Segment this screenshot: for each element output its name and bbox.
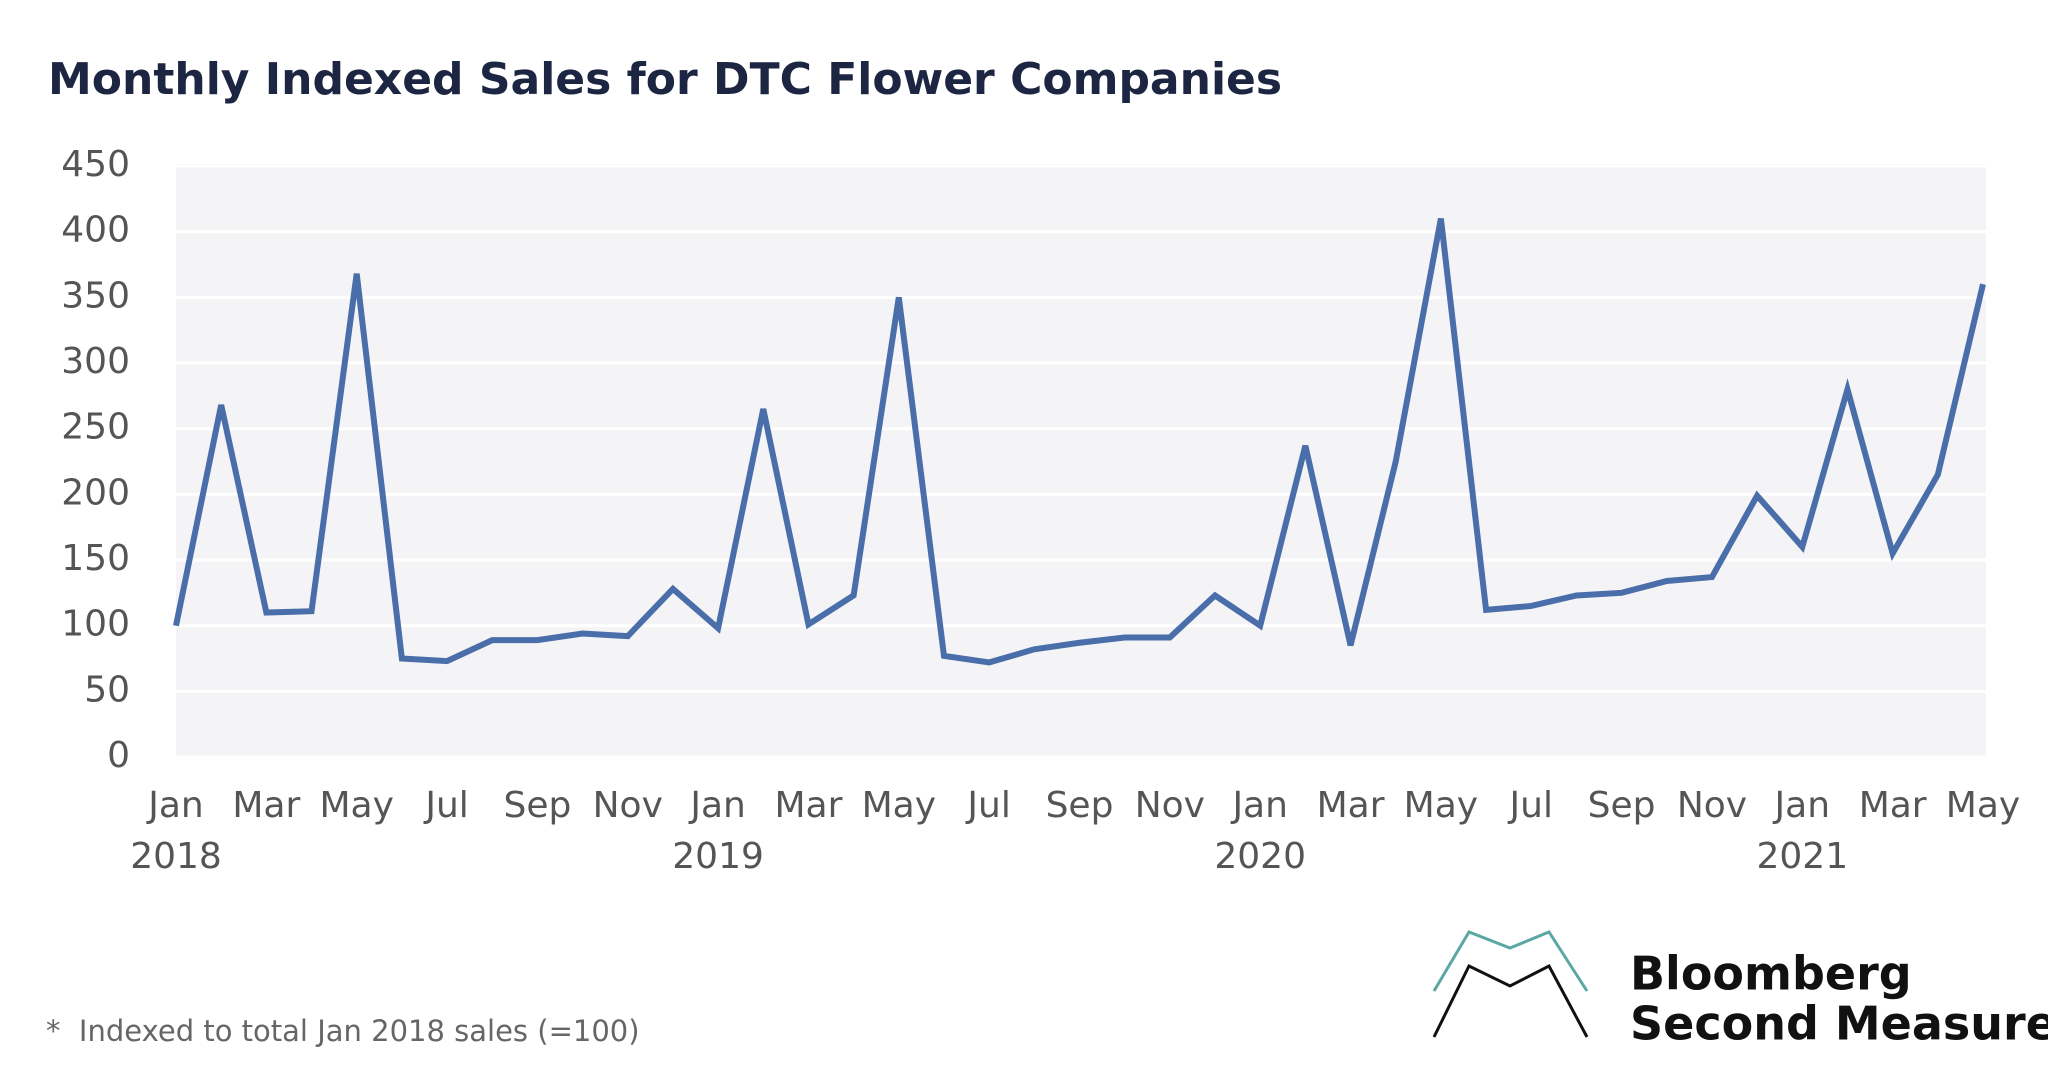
footnote: * Indexed to total Jan 2018 sales (=100) <box>46 1014 640 1048</box>
x-tick-label: Sep <box>1046 785 1114 826</box>
x-tick-label: May <box>862 785 936 826</box>
logo-line-teal <box>1432 930 1589 992</box>
y-tick-label: 200 <box>61 472 130 513</box>
x-tick-label: Jan <box>688 785 746 826</box>
x-tick-label: Jan <box>1230 785 1288 826</box>
x-tick-label: May <box>1404 785 1478 826</box>
x-tick-label: Jan <box>1773 785 1831 826</box>
y-tick-label: 0 <box>107 735 130 776</box>
x-tick-label: Jul <box>965 785 1010 826</box>
x-year-label: 2018 <box>130 836 222 877</box>
y-tick-label: 150 <box>61 538 130 579</box>
x-year-label: 2021 <box>1756 836 1848 877</box>
plot-area <box>176 164 1986 758</box>
logo-line-black <box>1432 963 1589 1038</box>
data-line <box>173 217 1986 666</box>
x-tick-label: May <box>1946 785 2020 826</box>
y-tick-label: 350 <box>61 275 130 316</box>
x-tick-label: Mar <box>1317 785 1385 826</box>
x-tick-label: Jul <box>423 785 468 826</box>
logo-text: Second Measure <box>1630 997 2048 1051</box>
chart-title: Monthly Indexed Sales for DTC Flower Com… <box>48 54 1282 105</box>
y-tick-label: 50 <box>84 669 130 710</box>
x-tick-label: Mar <box>1859 785 1927 826</box>
y-tick-label: 250 <box>61 407 130 448</box>
x-tick-label: Jul <box>1508 785 1553 826</box>
x-year-label: 2019 <box>672 836 764 877</box>
x-tick-label: Sep <box>1588 785 1656 826</box>
y-tick-label: 100 <box>61 604 130 645</box>
x-tick-label: May <box>319 785 393 826</box>
x-tick-label: Nov <box>1677 785 1747 826</box>
y-tick-label: 400 <box>61 210 130 251</box>
y-tick-label: 450 <box>61 144 130 185</box>
y-tick-label: 300 <box>61 341 130 382</box>
x-tick-label: Mar <box>232 785 300 826</box>
logo: Bloomberg Second Measure <box>1432 930 2048 1051</box>
x-tick-label: Jan <box>146 785 204 826</box>
x-tick-label: Sep <box>503 785 571 826</box>
x-tick-label: Nov <box>593 785 663 826</box>
x-tick-label: Nov <box>1135 785 1205 826</box>
x-tick-label: Mar <box>774 785 842 826</box>
x-year-label: 2020 <box>1214 836 1306 877</box>
logo-text: Bloomberg <box>1630 947 1912 1001</box>
